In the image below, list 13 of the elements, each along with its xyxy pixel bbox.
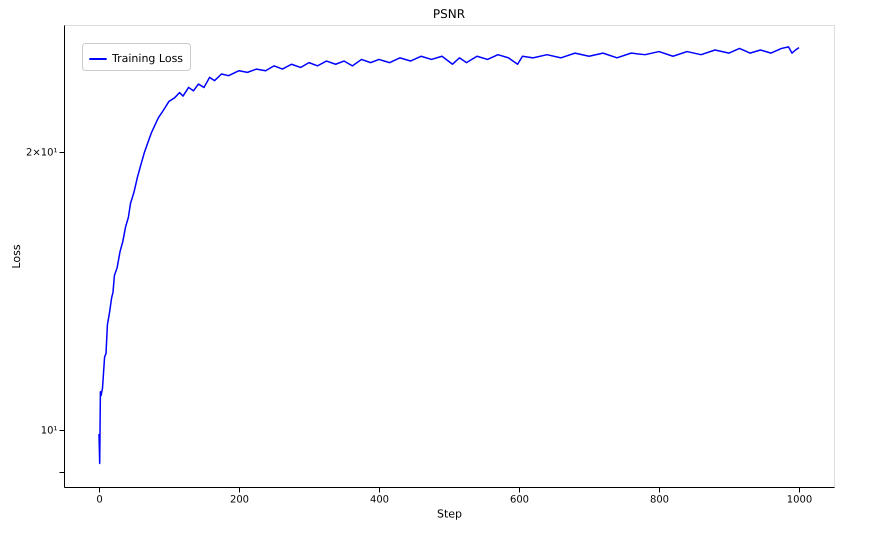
y-tick-label: 2×10¹ [26,148,58,159]
x-tick-label: 400 [370,494,390,506]
x-tick-label: 0 [96,494,103,506]
y-tick-label: 10¹ [40,426,58,437]
chart-title: PSNR [432,7,466,21]
x-tick-label: 200 [230,494,250,506]
x-tick-label: 800 [650,494,670,506]
legend-label: Training Loss [111,52,184,65]
line-series [98,46,800,464]
x-axis-title: Step [436,508,462,520]
y-axis-title: Loss [10,244,24,269]
x-tick-label: 600 [510,494,530,506]
x-tick-label: 1000 [786,494,812,506]
